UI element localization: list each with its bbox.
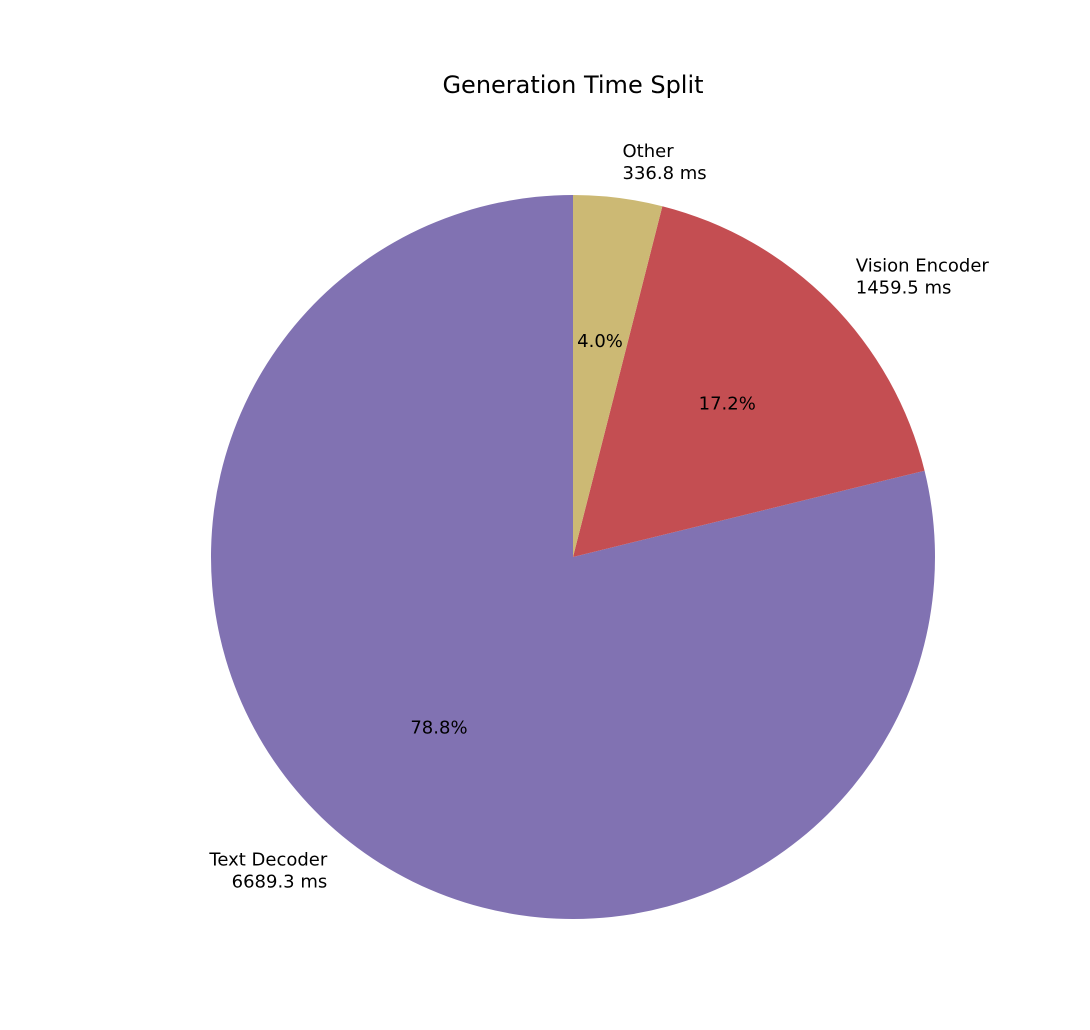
slice-value: 6689.3 ms — [232, 871, 328, 892]
slice-value: 1459.5 ms — [856, 278, 952, 299]
slice-value: 336.8 ms — [623, 163, 707, 184]
slice-name: Text Decoder — [208, 849, 327, 870]
chart-title: Generation Time Split — [442, 71, 703, 99]
pct-label: 4.0% — [577, 331, 623, 352]
slice-name: Vision Encoder — [856, 256, 990, 277]
pie-slice-other — [573, 195, 663, 557]
slice-name: Other — [623, 141, 675, 162]
slice-label: Text Decoder 6689.3 ms — [208, 849, 327, 892]
pct-label: 78.8% — [410, 717, 467, 738]
pie-labels: 78.8% Text Decoder 6689.3 ms 17.2% Vision En… — [208, 141, 989, 892]
slice-label: Other 336.8 ms — [623, 141, 707, 184]
pct-label: 17.2% — [699, 394, 756, 415]
pie-slice-vision-encoder — [573, 206, 925, 557]
pie-slices — [211, 195, 935, 919]
slice-label: Vision Encoder 1459.5 ms — [856, 256, 990, 299]
